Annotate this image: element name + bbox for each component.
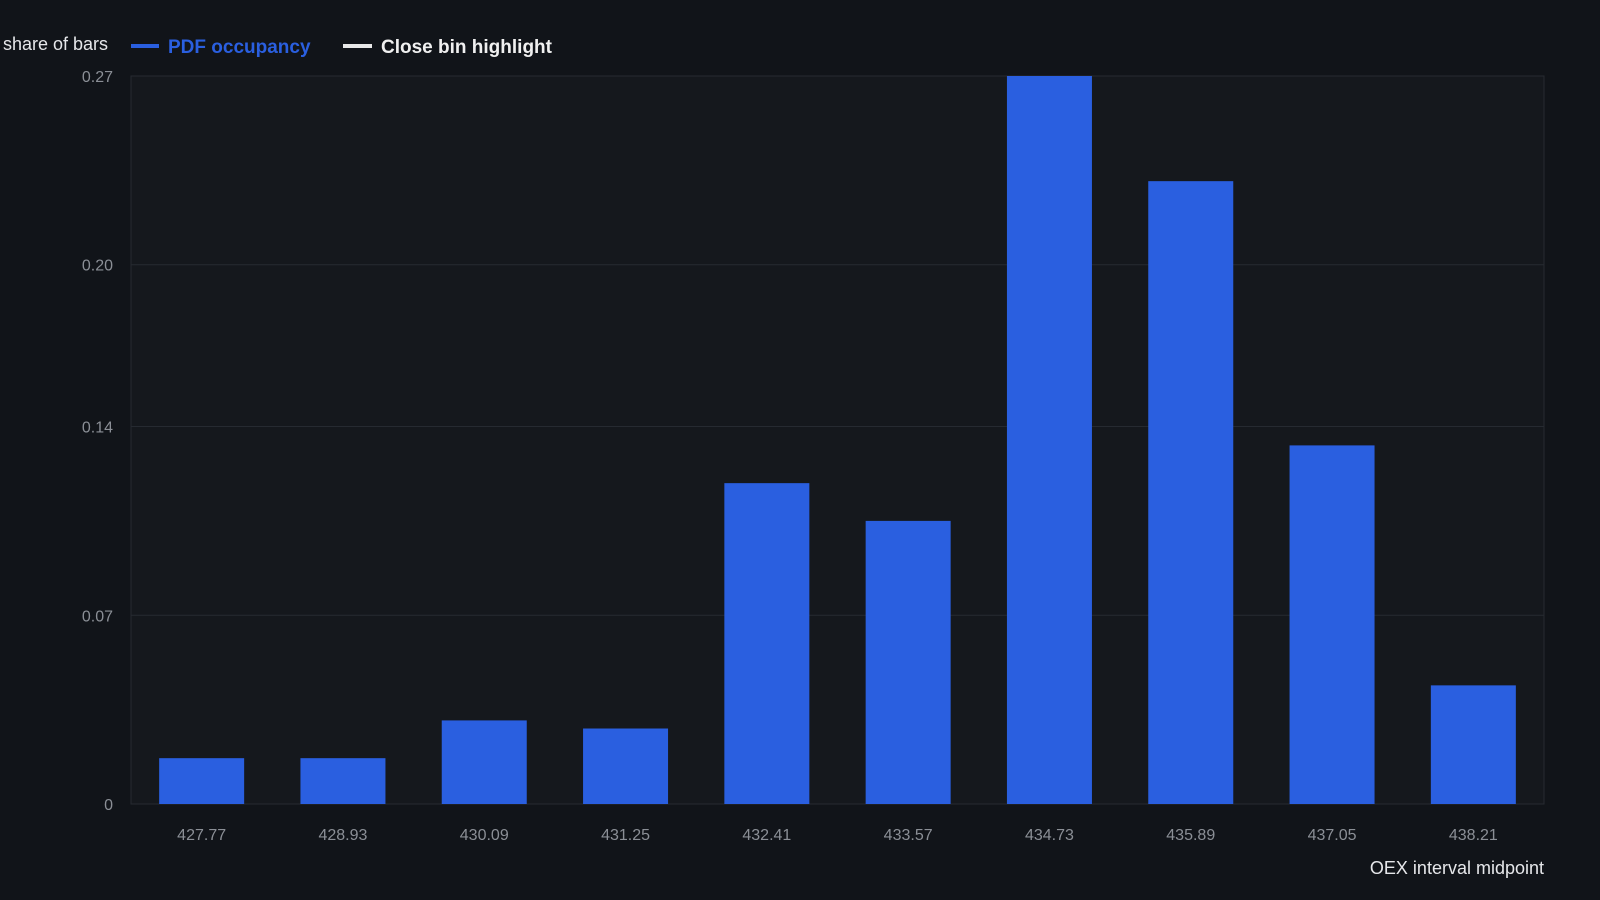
bar-430.09	[441, 720, 527, 804]
x-axis-title: OEX interval midpoint	[1370, 858, 1544, 878]
x-tick-label: 427.77	[177, 827, 226, 844]
legend-label-close-bin-highlight: Close bin highlight	[381, 37, 553, 58]
x-tick-label: 431.25	[601, 827, 650, 844]
bar-434.73	[1006, 76, 1092, 804]
x-tick-label: 435.89	[1166, 827, 1215, 844]
x-tick-label: 430.09	[460, 827, 509, 844]
y-tick-label: 0	[104, 797, 113, 814]
bar-437.05	[1289, 445, 1375, 804]
bar-438.21	[1430, 685, 1516, 804]
y-axis-ticks: 0 0.07 0.14 0.20 0.27	[82, 69, 113, 814]
x-tick-label: 437.05	[1308, 827, 1357, 844]
x-tick-label: 433.57	[884, 827, 933, 844]
bar-431.25	[583, 728, 669, 804]
x-tick-label: 432.41	[742, 827, 791, 844]
y-tick-label: 0.07	[82, 608, 113, 625]
bar-427.77	[159, 758, 245, 804]
legend-label-pdf-occupancy: PDF occupancy	[168, 37, 311, 58]
bar-432.41	[724, 483, 810, 804]
bar-433.57	[865, 520, 951, 804]
x-tick-label: 434.73	[1025, 827, 1074, 844]
bars	[159, 76, 1516, 805]
bar-428.93	[300, 758, 386, 804]
y-axis-title: share of bars	[3, 34, 108, 54]
bar-435.89	[1148, 181, 1234, 805]
y-tick-label: 0.14	[82, 420, 113, 437]
y-tick-label: 0.27	[82, 69, 113, 86]
y-tick-label: 0.20	[82, 258, 113, 275]
x-axis-ticks: 427.77 428.93 430.09 431.25 432.41 433.57 434.…	[177, 827, 1498, 844]
legend: PDF occupancy Close bin highlight	[131, 37, 553, 58]
x-tick-label: 438.21	[1449, 827, 1498, 844]
x-tick-label: 428.93	[318, 827, 367, 844]
